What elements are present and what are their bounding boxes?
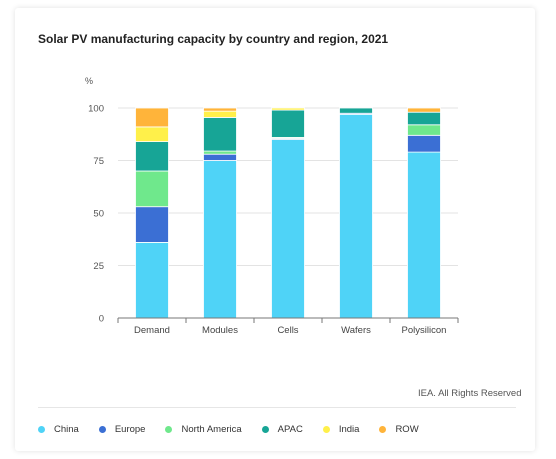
x-tick-label: Wafers <box>341 325 371 336</box>
bar-polysilicon-europe <box>407 134 441 153</box>
legend-label: India <box>338 424 360 435</box>
bar-cells-india <box>271 107 305 111</box>
bar-polysilicon-apac <box>407 111 441 126</box>
bar-polysilicon-row <box>407 107 441 113</box>
bar-cells-apac <box>271 109 305 138</box>
bar-demand-apac <box>135 141 169 172</box>
legend-swatch <box>261 426 269 433</box>
x-tick-label: Demand <box>134 325 170 336</box>
legend-swatch <box>165 426 173 433</box>
legend-label: China <box>54 424 79 435</box>
bar-modules-north-america <box>203 150 237 155</box>
legend-item-china[interactable]: China <box>38 424 79 435</box>
legend-label: APAC <box>277 424 303 435</box>
legend-label: Europe <box>114 424 146 435</box>
y-tick-label: 25 <box>93 261 104 272</box>
legend: China Europe North America APAC India ROW <box>38 424 439 435</box>
x-tick-label: Cells <box>277 325 298 336</box>
bar-wafers-apac <box>339 107 373 114</box>
legend-label: ROW <box>395 424 419 435</box>
bar-modules-europe <box>203 153 237 161</box>
x-tick-label: Polysilicon <box>402 325 447 336</box>
y-tick-label: 100 <box>88 104 104 115</box>
bar-modules-india <box>203 110 237 118</box>
bar-modules-apac <box>203 117 237 152</box>
credit-text: IEA. All Rights Reserved <box>418 388 522 399</box>
bar-cells-china <box>271 139 305 319</box>
x-tick-label: Modules <box>202 325 238 336</box>
y-tick-label: 50 <box>93 209 104 220</box>
axes: 0 25 50 75 100 Demand Modules Cells Wafers Polysi… <box>88 104 459 336</box>
bars <box>135 107 441 319</box>
legend-swatch <box>322 426 330 433</box>
bar-demand-north-america <box>135 170 169 208</box>
legend-label: North America <box>181 424 242 435</box>
bar-demand-india <box>135 126 169 143</box>
y-tick-label: 0 <box>99 314 104 325</box>
chart-title: Solar PV manufacturing capacity by count… <box>38 32 389 46</box>
bar-polysilicon-north-america <box>407 124 441 136</box>
y-axis-unit: % <box>85 76 94 86</box>
bar-demand-europe <box>135 206 169 243</box>
legend-separator <box>38 407 516 408</box>
legend-item-apac[interactable]: APAC <box>261 424 303 435</box>
legend-item-row[interactable]: ROW <box>379 424 419 435</box>
bar-wafers-china <box>339 113 373 319</box>
bar-modules-row <box>203 107 237 112</box>
legend-swatch <box>379 426 387 433</box>
y-tick-label: 75 <box>93 156 104 167</box>
legend-item-india[interactable]: India <box>322 424 360 435</box>
legend-item-europe[interactable]: Europe <box>98 424 146 435</box>
bar-demand-china <box>135 241 169 319</box>
legend-swatch <box>98 426 106 433</box>
legend-swatch <box>38 426 45 433</box>
bar-polysilicon-china <box>407 151 441 319</box>
bar-demand-row <box>135 107 169 128</box>
bar-modules-china <box>203 160 237 319</box>
legend-item-north-america[interactable]: North America <box>165 424 242 435</box>
